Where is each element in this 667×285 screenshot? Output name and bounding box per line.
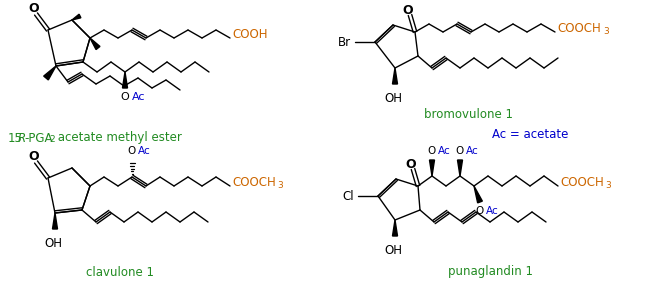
Text: 2: 2 (49, 135, 55, 144)
Polygon shape (392, 68, 398, 84)
Text: COOCH: COOCH (560, 176, 604, 190)
Polygon shape (430, 160, 434, 176)
Polygon shape (53, 213, 57, 229)
Text: O: O (428, 146, 436, 156)
Text: bromovulone 1: bromovulone 1 (424, 109, 512, 121)
Text: punaglandin 1: punaglandin 1 (448, 266, 532, 278)
Text: Ac: Ac (132, 92, 145, 102)
Text: Cl: Cl (342, 190, 354, 203)
Polygon shape (474, 186, 482, 203)
Text: 3: 3 (603, 27, 609, 36)
Polygon shape (90, 38, 100, 50)
Text: COOCH: COOCH (232, 176, 275, 190)
Text: O: O (476, 206, 484, 216)
Text: COOCH: COOCH (557, 23, 601, 36)
Text: -PGA: -PGA (24, 131, 53, 144)
Text: 3: 3 (277, 180, 283, 190)
Text: OH: OH (384, 92, 402, 105)
Text: R: R (18, 131, 26, 144)
Text: 15: 15 (8, 131, 23, 144)
Text: O: O (403, 3, 414, 17)
Text: O: O (121, 92, 129, 102)
Text: acetate methyl ester: acetate methyl ester (54, 131, 182, 144)
Polygon shape (72, 14, 81, 20)
Text: Ac: Ac (438, 146, 451, 156)
Text: Ac: Ac (138, 146, 151, 156)
Text: O: O (128, 146, 136, 156)
Text: OH: OH (384, 244, 402, 257)
Text: Ac: Ac (466, 146, 479, 156)
Polygon shape (44, 66, 56, 80)
Text: COOH: COOH (232, 28, 267, 42)
Polygon shape (458, 160, 462, 176)
Polygon shape (392, 220, 398, 236)
Text: Ac = acetate: Ac = acetate (492, 129, 568, 141)
Text: O: O (406, 158, 416, 170)
Text: O: O (456, 146, 464, 156)
Text: clavulone 1: clavulone 1 (86, 266, 154, 278)
Polygon shape (123, 72, 127, 88)
Text: 3: 3 (605, 180, 611, 190)
Text: Ac: Ac (486, 206, 499, 216)
Text: O: O (29, 150, 39, 164)
Text: O: O (29, 3, 39, 15)
Text: Br: Br (338, 36, 351, 48)
Text: OH: OH (44, 237, 62, 250)
